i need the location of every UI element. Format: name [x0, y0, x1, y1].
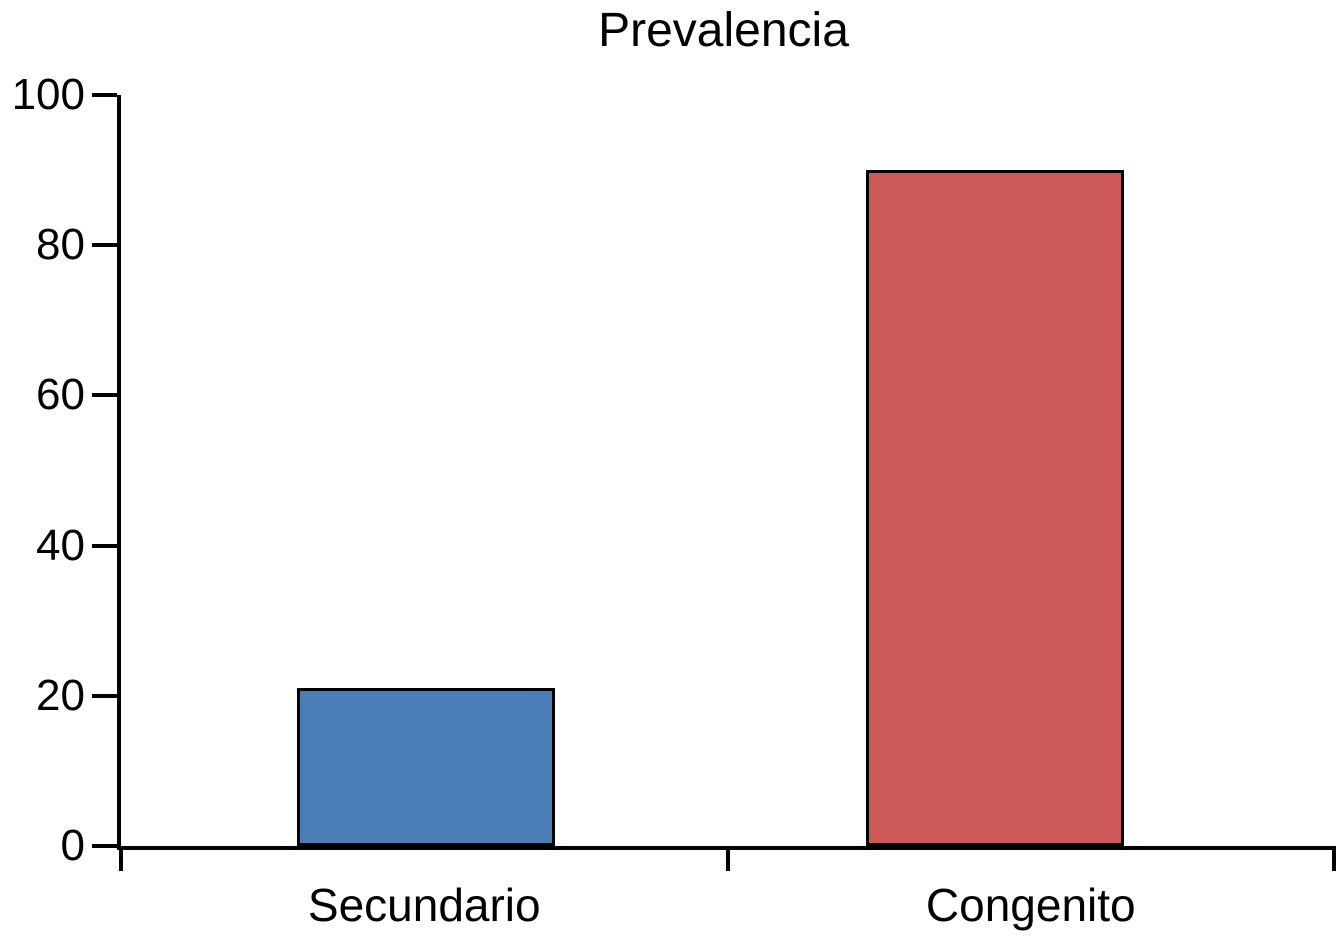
y-axis-tick-label: 80 [36, 220, 85, 270]
x-axis-category-label: Congenito [925, 879, 1136, 931]
y-axis-tick [92, 693, 117, 698]
x-axis-tick [725, 846, 730, 871]
y-axis-tick [92, 393, 117, 398]
y-axis-tick [92, 543, 117, 548]
x-axis-tick [119, 846, 123, 871]
bar-secundario [296, 688, 555, 846]
y-axis-tick [92, 844, 117, 848]
x-axis-category-label: Secundario [307, 879, 541, 931]
y-axis-tick [92, 243, 117, 248]
y-axis-tick-label: 100 [11, 70, 85, 119]
y-axis-tick [92, 93, 117, 97]
y-axis-tick-label: 20 [36, 670, 85, 720]
plot-area [92, 93, 1336, 871]
x-axis-tick [1332, 846, 1336, 871]
bar-congenito [865, 170, 1124, 846]
chart-title: Prevalencia [598, 4, 849, 57]
y-axis-tick-label: 40 [36, 520, 85, 570]
y-axis-tick-label: 0 [60, 821, 85, 870]
y-axis-tick-label: 60 [36, 370, 85, 420]
